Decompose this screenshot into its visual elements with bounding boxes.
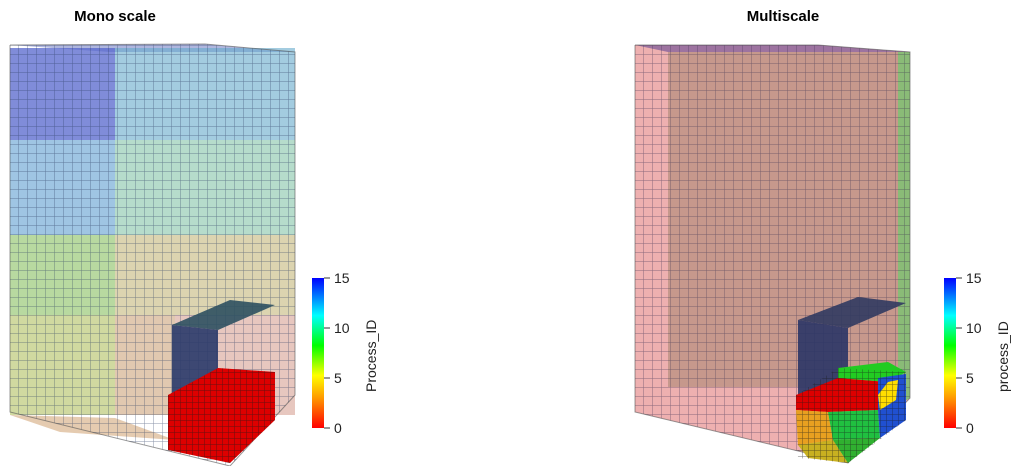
cutout-top — [172, 300, 275, 330]
colorbar-title: process_ID — [995, 321, 1011, 392]
colorbar-title: Process_ID — [363, 320, 379, 392]
colorbar-tick-label: 5 — [334, 370, 342, 386]
colorbar-tick-label: 5 — [966, 370, 974, 386]
mesh-grid — [10, 44, 295, 466]
cutout-top — [798, 297, 906, 328]
colorbar-tick-label: 10 — [966, 320, 982, 336]
colorbar-tick-label: 0 — [334, 420, 342, 436]
multiscale-panel: Multiscale — [508, 0, 1017, 466]
mono-scale-panel: Mono scale — [0, 0, 508, 466]
colorbar-tick-label: 15 — [966, 270, 982, 286]
colorbar: 15 10 5 0 Process_ID — [312, 270, 379, 436]
multiscale-partitions — [796, 362, 906, 463]
panel-title: Mono scale — [74, 8, 156, 25]
colorbar-gradient — [312, 278, 324, 428]
colorbar: 15 10 5 0 process_ID — [944, 270, 1011, 436]
colorbar-gradient — [944, 278, 956, 428]
panel-title: Multiscale — [746, 8, 820, 25]
colorbar-tick-label: 10 — [334, 320, 350, 336]
mono-scale-mesh-view[interactable]: 15 10 5 0 Process_ID — [0, 0, 508, 466]
colorbar-tick-label: 15 — [334, 270, 350, 286]
multiscale-mesh-view[interactable]: 15 10 5 0 process_ID — [508, 0, 1017, 466]
colorbar-tick-label: 0 — [966, 420, 974, 436]
